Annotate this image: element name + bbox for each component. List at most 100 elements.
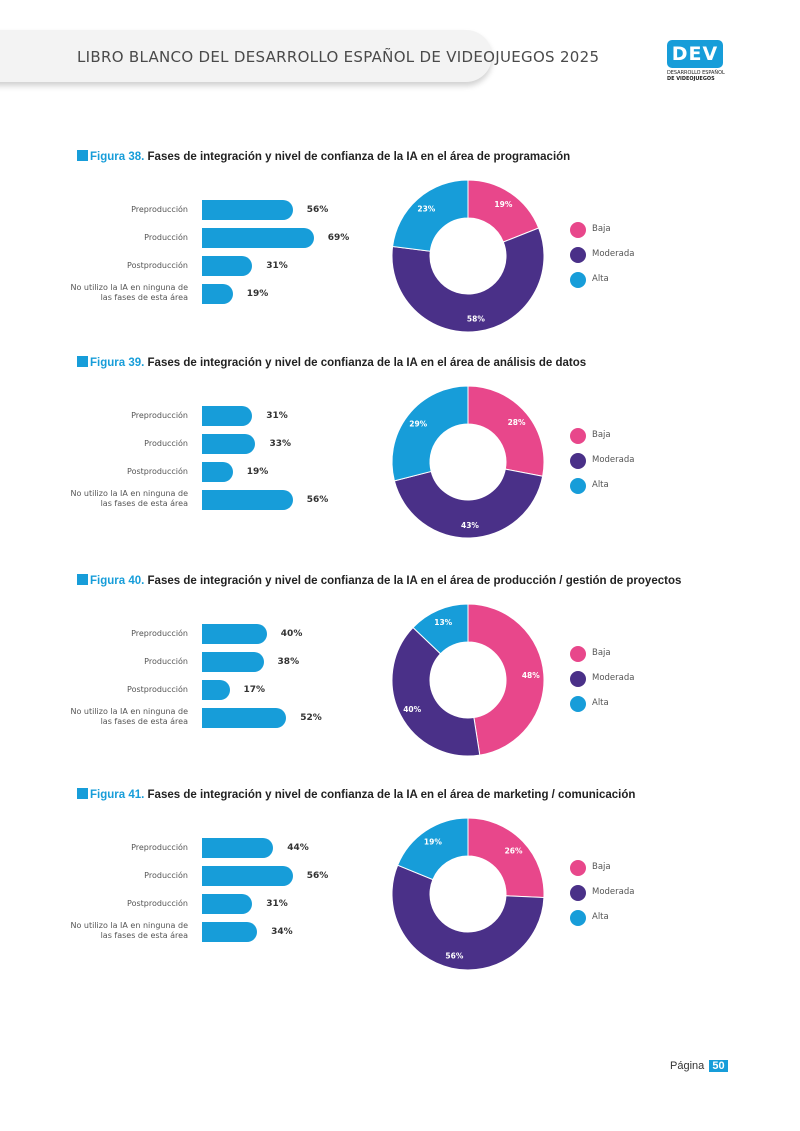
bar	[202, 200, 293, 220]
figure-1: Figura 38. Fases de integración y nivel …	[0, 150, 800, 350]
title-square-icon	[77, 356, 88, 367]
slice-value-label: 56%	[445, 952, 463, 961]
slice-value-label: 43%	[461, 521, 479, 530]
figure-number: Figura 40.	[90, 575, 145, 587]
figure-number: Figura 41.	[90, 789, 145, 801]
bar-value-label: 56%	[306, 205, 329, 215]
bar-category-label: Preproducción	[131, 843, 188, 852]
bar-category-label: Preproducción	[131, 629, 188, 638]
bar-category-label: Producción	[144, 233, 188, 242]
legend-label: Alta	[592, 698, 609, 708]
dev-logo: DEV DESARROLLO ESPAÑOL DE VIDEOJUEGOS	[667, 40, 725, 84]
legend-label: Moderada	[592, 455, 635, 465]
legend-swatch	[570, 671, 586, 687]
legend-label: Baja	[592, 862, 611, 872]
figure-2: Figura 39. Fases de integración y nivel …	[0, 356, 800, 556]
bar-category-label: Preproducción	[131, 205, 188, 214]
donut-svg: 48% 40% 13%	[391, 603, 545, 757]
legend-swatch	[570, 910, 586, 926]
slice-alta	[392, 179, 469, 252]
donut-chart: 28% 43% 29%	[390, 384, 546, 540]
bar	[202, 652, 264, 672]
bar-category-label: Postproducción	[127, 261, 188, 270]
page-number: Página 50	[670, 1060, 728, 1072]
legend-label: Baja	[592, 648, 611, 658]
legend-label: Baja	[592, 430, 611, 440]
figure-title: Figura 39. Fases de integración y nivel …	[77, 356, 586, 369]
bar-category-label: Producción	[144, 439, 188, 448]
legend-label: Moderada	[592, 887, 635, 897]
bar	[202, 462, 233, 482]
bar	[202, 284, 233, 304]
bar-value-label: 38%	[277, 657, 300, 667]
logo-line-2: DE VIDEOJUEGOS	[667, 76, 715, 82]
donut-chart: 26% 56% 19%	[390, 816, 546, 972]
slice-value-label: 23%	[417, 205, 435, 214]
bar	[202, 866, 293, 886]
bar	[202, 838, 274, 858]
legend-label: Alta	[592, 480, 609, 490]
slice-value-label: 40%	[403, 705, 421, 714]
bar	[202, 708, 287, 728]
legend-swatch	[570, 222, 586, 238]
legend-swatch	[570, 247, 586, 263]
bar-value-label: 19%	[246, 289, 269, 299]
bar-category-label: Postproducción	[127, 685, 188, 694]
bar-value-label: 33%	[269, 439, 291, 449]
slice-value-label: 28%	[508, 418, 526, 427]
legend-swatch	[570, 646, 586, 662]
bar-value-label: 17%	[243, 685, 266, 695]
slice-baja	[467, 603, 545, 756]
title-square-icon	[77, 788, 88, 799]
slice-alta	[412, 603, 469, 655]
bar-value-label: 40%	[280, 629, 303, 639]
logo-mark: DEV	[667, 40, 723, 68]
bar-value-label: 52%	[300, 713, 322, 723]
bar-category-label: Postproducción	[127, 899, 188, 908]
legend-swatch	[570, 885, 586, 901]
page-number-box: 50	[709, 1060, 728, 1072]
title-square-icon	[77, 574, 88, 585]
figure-caption: Fases de integración y nivel de confianz…	[144, 151, 571, 163]
legend-label: Alta	[592, 274, 609, 284]
legend-label: Baja	[592, 224, 611, 234]
figure-caption: Fases de integración y nivel de confianz…	[144, 357, 587, 369]
bar-value-label: 31%	[266, 411, 288, 421]
bar-value-label: 69%	[327, 233, 350, 243]
slice-value-label: 13%	[434, 618, 452, 627]
page-label: Página	[670, 1060, 705, 1072]
donut-svg: 28% 43% 29%	[391, 385, 545, 539]
slice-alta	[397, 817, 469, 881]
bar	[202, 256, 253, 276]
bar-category-label: Postproducción	[127, 467, 188, 476]
header-bar	[0, 30, 492, 82]
bar-value-label: 34%	[271, 927, 293, 937]
figure-title: Figura 38. Fases de integración y nivel …	[77, 150, 570, 163]
document-title: LIBRO BLANCO DEL DESARROLLO ESPAÑOL DE V…	[77, 48, 600, 66]
bar	[202, 680, 230, 700]
legend-label: Moderada	[592, 673, 635, 683]
donut-chart: 48% 40% 13%	[390, 602, 546, 758]
bar-value-label: 31%	[266, 899, 288, 909]
slice-value-label: 26%	[505, 847, 523, 856]
legend-label: Alta	[592, 912, 609, 922]
figure-4: Figura 41. Fases de integración y nivel …	[0, 788, 800, 988]
figure-title: Figura 40. Fases de integración y nivel …	[77, 574, 681, 587]
slice-value-label: 19%	[424, 838, 442, 847]
slice-baja	[467, 817, 545, 899]
bar-category-label: No utilizo la IA en ninguna de las fases…	[70, 489, 188, 508]
legend-swatch	[570, 428, 586, 444]
legend-label: Moderada	[592, 249, 635, 259]
legend-swatch	[570, 272, 586, 288]
slice-value-label: 29%	[409, 419, 427, 428]
slice-value-label: 19%	[494, 200, 512, 209]
bar-value-label: 19%	[246, 467, 269, 477]
slice-moderada	[391, 626, 481, 757]
donut-svg: 19% 58% 23%	[391, 179, 545, 333]
logo-line-1: DESARROLLO ESPAÑOL	[667, 70, 725, 76]
bar	[202, 228, 314, 248]
legend-swatch	[570, 860, 586, 876]
bar-value-label: 56%	[306, 495, 329, 505]
bar	[202, 406, 253, 426]
bar	[202, 624, 267, 644]
